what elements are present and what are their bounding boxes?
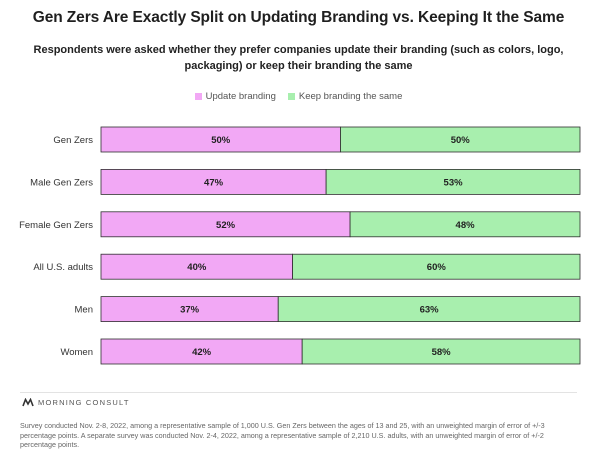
stacked-bar-chart: Gen Zers 50% 50% Male Gen Zers 47% 53% Female … [19, 126, 581, 365]
data-label: 52% [216, 220, 236, 231]
data-label: 63% [420, 305, 440, 316]
data-label: 42% [192, 347, 212, 358]
category-label: Men [75, 305, 93, 316]
bar-keep-branding [301, 338, 581, 365]
legend-item-keep: Keep branding the same [287, 91, 403, 102]
data-label: 48% [456, 220, 476, 231]
data-label: 60% [427, 262, 447, 273]
category-label: Gen Zers [53, 135, 93, 146]
bar-keep-branding [277, 296, 581, 323]
bar-keep-branding [340, 126, 581, 153]
category-label: Male Gen Zers [30, 177, 93, 188]
category-label: Female Gen Zers [19, 220, 93, 231]
footnote: Survey conducted Nov. 2-8, 2022, among a… [20, 421, 545, 449]
data-label: 37% [180, 305, 200, 316]
legend: Update branding Keep branding the same [0, 91, 597, 102]
bar-update-branding [100, 126, 341, 153]
brand-name: MORNING CONSULT [38, 398, 130, 407]
chart-subtitle: Respondents were asked whether they pref… [33, 44, 564, 72]
data-label: 47% [204, 177, 224, 188]
bar-update-branding [100, 253, 294, 280]
bar-keep-branding [292, 253, 581, 280]
data-label: 50% [451, 135, 471, 146]
data-label: 40% [187, 262, 207, 273]
bar-update-branding [100, 169, 327, 195]
chart-title: Gen Zers Are Exactly Split on Updating B… [32, 9, 565, 26]
legend-item-update: Update branding [194, 91, 276, 102]
footer-divider [20, 392, 577, 393]
bar-update-branding [100, 296, 279, 323]
bar-update-branding [100, 211, 351, 238]
morning-consult-logo-icon [22, 398, 34, 407]
data-label: 50% [211, 135, 231, 146]
legend-swatch-update [194, 93, 202, 100]
legend-swatch-keep [287, 93, 295, 100]
bar-keep-branding [325, 169, 581, 195]
legend-label-keep: Keep branding the same [298, 91, 403, 102]
category-label: Women [60, 347, 93, 358]
data-label: 53% [444, 177, 464, 188]
category-label: All U.S. adults [33, 262, 93, 273]
data-label: 58% [432, 347, 452, 358]
bar-keep-branding [349, 211, 581, 238]
brand: MORNING CONSULT [22, 398, 130, 407]
legend-label-update: Update branding [205, 91, 276, 102]
